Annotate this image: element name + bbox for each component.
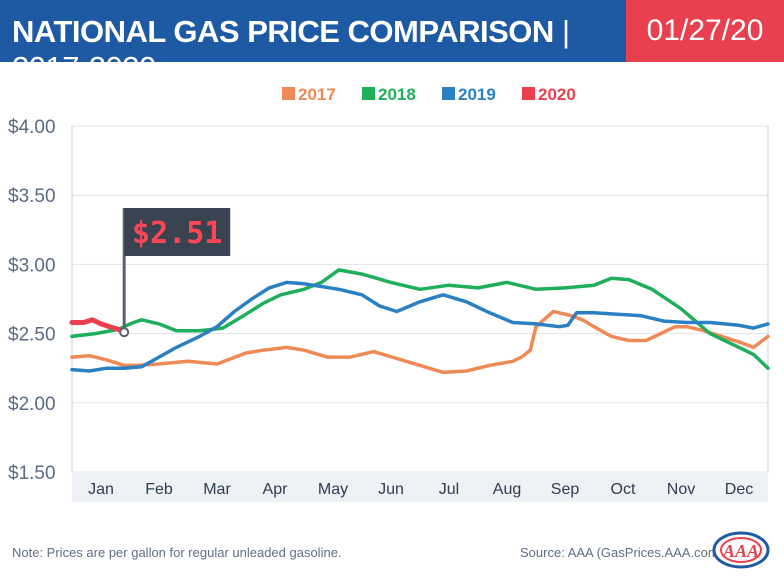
legend-swatch xyxy=(442,87,455,100)
x-tick-label: Mar xyxy=(203,481,231,498)
x-tick-label: Sep xyxy=(551,481,580,498)
title-years: | 2017-2020 xyxy=(12,14,570,85)
series-line-2019 xyxy=(70,280,770,373)
legend-label: 2017 xyxy=(298,85,336,104)
x-tick-label: Jun xyxy=(378,481,404,498)
y-tick-label: $2.50 xyxy=(8,325,56,346)
y-tick-label: $3.00 xyxy=(8,255,56,276)
series-line-2020 xyxy=(69,317,127,335)
callout-value: $2.51 xyxy=(132,216,222,251)
y-tick-label: $1.50 xyxy=(8,463,56,484)
x-axis-band xyxy=(72,472,768,502)
legend-label: 2020 xyxy=(538,85,576,104)
footnote: Note: Prices are per gallon for regular … xyxy=(12,545,342,560)
series-line-2018 xyxy=(70,268,770,370)
legend-swatch xyxy=(362,87,375,100)
y-tick-label: $3.50 xyxy=(8,186,56,207)
x-tick-label: Nov xyxy=(667,481,695,498)
x-tick-label: Feb xyxy=(145,481,173,498)
y-tick-label: $2.00 xyxy=(8,394,56,415)
legend-label: 2018 xyxy=(378,85,416,104)
title-bold: NATIONAL GAS PRICE COMPARISON xyxy=(12,14,554,49)
x-tick-label: May xyxy=(318,481,348,498)
x-tick-label: Apr xyxy=(263,481,289,498)
aaa-logo-text: AAA xyxy=(722,541,759,561)
title-line: NATIONAL GAS PRICE COMPARISON | 2017-202… xyxy=(12,14,626,86)
y-tick-label: $4.00 xyxy=(8,117,56,138)
x-tick-label: Dec xyxy=(725,481,753,498)
series-line-2017 xyxy=(70,309,770,375)
x-tick-label: Jul xyxy=(439,481,459,498)
x-tick-label: Oct xyxy=(611,481,636,498)
legend-swatch xyxy=(282,87,295,100)
header-bar: NATIONAL GAS PRICE COMPARISON | 2017-202… xyxy=(0,0,784,85)
date-banner: 01/27/20 xyxy=(626,0,784,62)
callout-point xyxy=(119,327,130,338)
gas-price-line-chart: $1.50 $2.00 $2.50 $3.00 $3.50 $4.00 Jan Feb Mar A… xyxy=(8,85,770,502)
legend-label: 2019 xyxy=(458,85,496,104)
title-banner: NATIONAL GAS PRICE COMPARISON | 2017-202… xyxy=(0,0,626,85)
legend-swatch xyxy=(522,87,535,100)
source-credit: Source: AAA (GasPrices.AAA.com) xyxy=(520,545,724,560)
plot-frame xyxy=(71,125,769,473)
callout-box xyxy=(124,208,231,256)
x-tick-label: Aug xyxy=(493,481,521,498)
aaa-logo-icon: AAA xyxy=(712,531,770,569)
x-tick-label: Jan xyxy=(88,481,114,498)
